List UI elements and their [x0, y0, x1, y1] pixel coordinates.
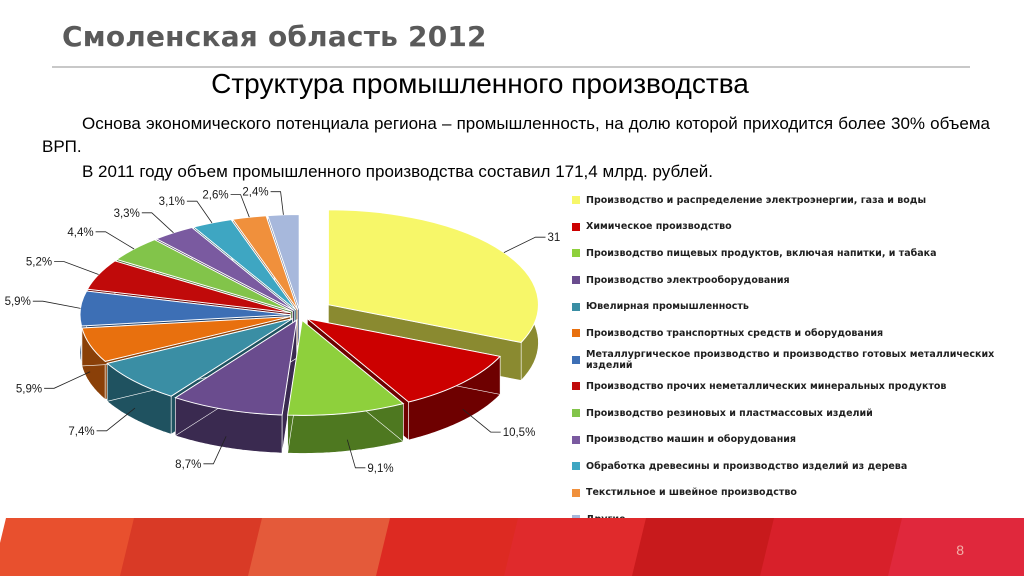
pie-data-label: 5,9%	[16, 383, 42, 395]
legend-label: Обработка древесины и производство издел…	[586, 460, 908, 472]
legend-label: Производство электрооборудования	[586, 274, 790, 286]
header-divider	[52, 66, 970, 68]
pie-data-label: 3,3%	[114, 208, 140, 220]
legend-item: Производство транспортных средств и обор…	[572, 320, 1022, 347]
footer-stripe	[376, 518, 526, 576]
legend-swatch	[572, 355, 580, 364]
legend-swatch	[572, 302, 580, 311]
footer-stripe	[632, 518, 782, 576]
legend-label: Текстильное и швейное производство	[586, 487, 797, 499]
footer-stripe	[120, 518, 270, 576]
pie-data-label: 7,4%	[68, 426, 94, 438]
pie-slice-4	[174, 319, 298, 416]
page-number: 8	[956, 542, 964, 558]
legend-swatch	[572, 276, 580, 285]
pie-slice-3	[287, 319, 405, 416]
pie-leader-line	[186, 200, 213, 224]
pie-slice-2	[307, 318, 502, 403]
legend-label: Производство машин и оборудования	[586, 434, 797, 446]
pie-data-label: 2,4%	[242, 187, 268, 199]
legend-item: Производство машин и оборудования	[572, 426, 1022, 453]
legend-label: Производство резиновых и пластмассовых и…	[586, 407, 873, 419]
pie-leader-line	[503, 236, 546, 253]
legend-swatch	[572, 462, 580, 471]
legend-item: Производство и распределение электроэнер…	[572, 187, 1022, 214]
legend-item: Ювелирная промышленность	[572, 293, 1022, 320]
legend-swatch	[572, 249, 580, 258]
legend-item: Обработка древесины и производство издел…	[572, 453, 1022, 480]
pie-slice-5	[106, 318, 293, 397]
legend-swatch	[572, 435, 580, 444]
pie-data-label: 3,1%	[159, 196, 185, 208]
legend-label: Производство пищевых продуктов, включая …	[586, 247, 937, 259]
pie-leader-line	[230, 194, 250, 218]
legend-label: Производство и распределение электроэнер…	[586, 194, 927, 206]
pie-leader-line	[95, 231, 135, 250]
legend-swatch	[572, 196, 580, 205]
footer-stripe	[504, 518, 654, 576]
pie-data-label: 9,1%	[367, 463, 393, 475]
legend-swatch	[572, 382, 580, 391]
intro-paragraph-1: Основа экономического потенциала региона…	[42, 114, 990, 156]
pie-data-label: 5,9%	[5, 296, 31, 308]
footer-stripe	[248, 518, 398, 576]
pie-leader-line	[96, 407, 136, 432]
legend-swatch	[572, 488, 580, 497]
legend-swatch	[572, 329, 580, 338]
pie-data-label: 4,4%	[67, 227, 93, 239]
legend-label: Ювелирная промышленность	[586, 301, 749, 313]
legend-label: Химическое производство	[586, 221, 732, 233]
pie-chart: 31,5% 10,5% 9,1% 8,7% 7,4% 5,9% 5,9% 5,2% 4,4% 3,…	[5, 187, 561, 475]
pie-leader-line	[203, 436, 227, 465]
chart-legend: Производство и распределение электроэнер…	[572, 187, 1022, 533]
pie-leader-line	[44, 371, 91, 389]
legend-label: Производство транспортных средств и обор…	[586, 327, 884, 339]
pie-leader-line	[462, 408, 501, 433]
pie-leader-line	[141, 212, 174, 234]
pie-leader-line	[32, 300, 81, 309]
footer-band	[0, 518, 1024, 576]
slide-heading: Структура промышленного производства	[211, 68, 749, 99]
pie-data-label: 10,5%	[503, 427, 536, 439]
footer-stripe	[760, 518, 910, 576]
legend-item: Производство резиновых и пластмассовых и…	[572, 400, 1022, 427]
pie-leader-line	[346, 439, 366, 469]
legend-item: Металлургическое производство и производ…	[572, 347, 1022, 374]
pie-data-label: 8,7%	[175, 459, 201, 471]
intro-text: Основа экономического потенциала региона…	[42, 112, 990, 183]
legend-item: Химическое производство	[572, 214, 1022, 241]
legend-swatch	[572, 222, 580, 231]
legend-item: Производство электрооборудования	[572, 267, 1022, 294]
pie-data-label: 5,2%	[26, 257, 52, 269]
pie-leader-line	[54, 261, 99, 275]
pie-data-label: 2,6%	[202, 190, 228, 202]
legend-label: Производство прочих неметаллических мине…	[586, 380, 947, 392]
pie-slice-8	[86, 260, 291, 314]
footer-stripe	[888, 518, 1024, 576]
intro-paragraph-2: В 2011 году объем промышленного производ…	[82, 162, 714, 181]
pie-leader-line	[270, 191, 284, 215]
legend-item: Производство прочих неметаллических мине…	[572, 373, 1022, 400]
legend-label: Металлургическое производство и производ…	[586, 348, 995, 371]
pie-data-label: 31,5%	[548, 232, 561, 244]
legend-swatch	[572, 409, 580, 418]
legend-item: Производство пищевых продуктов, включая …	[572, 240, 1022, 267]
pie-slice-9	[115, 239, 293, 312]
legend-item: Текстильное и швейное производство	[572, 480, 1022, 507]
header-title: Смоленская область 2012	[62, 20, 487, 53]
pie-slice-7	[79, 290, 291, 327]
footer-stripe	[0, 518, 142, 576]
pie-slice-6	[81, 316, 291, 362]
